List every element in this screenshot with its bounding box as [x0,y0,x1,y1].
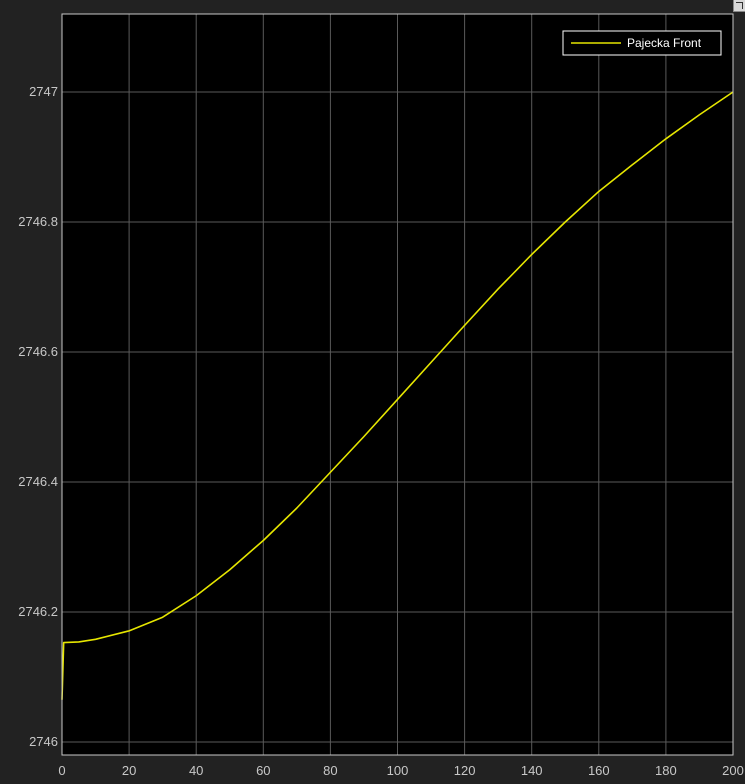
y-tick-label: 2747 [29,84,58,99]
series-line-pajecka-front [61,91,734,700]
x-tick-label: 100 [387,763,409,778]
legend: Pajecka Front [562,30,722,56]
x-tick-label: 80 [323,763,337,778]
x-tick-label: 140 [521,763,543,778]
x-tick-label: 60 [256,763,270,778]
y-tick-label: 2746.8 [18,214,58,229]
expand-icon[interactable] [733,0,745,12]
x-tick-label: 0 [58,763,65,778]
y-tick-label: 2746.4 [18,474,58,489]
series-layer [61,91,734,700]
x-tick-label: 200 [722,763,744,778]
x-tick-label: 160 [588,763,610,778]
legend-label: Pajecka Front [627,36,702,50]
axes: 0 20 40 60 80 100 120 140 160 180 200 2746 2746.2 274… [18,13,744,778]
y-tick-label: 2746.2 [18,604,58,619]
x-tick-label: 20 [122,763,136,778]
y-tick-label: 2746 [29,734,58,749]
y-tick-label: 2746.6 [18,344,58,359]
axes-frame [61,13,734,756]
x-tick-label: 40 [189,763,203,778]
x-tick-label: 120 [454,763,476,778]
x-tick-label: 180 [655,763,677,778]
